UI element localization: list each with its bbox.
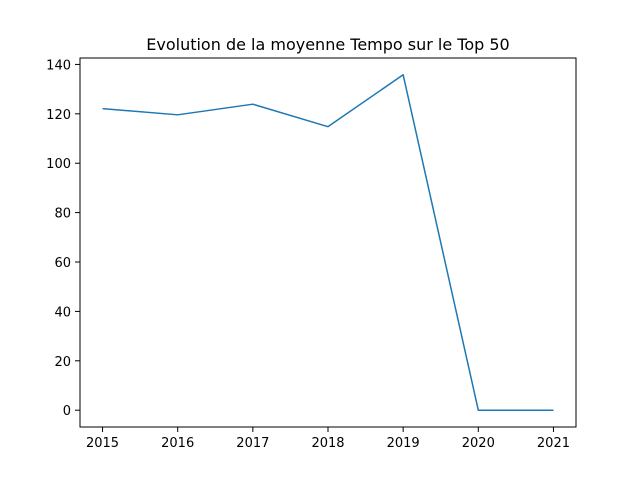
y-tick-label: 80	[54, 207, 71, 222]
chart-title: Evolution de la moyenne Tempo sur le Top…	[146, 35, 509, 54]
y-tick-label: 140	[46, 58, 71, 73]
axes-frame	[79, 57, 577, 428]
y-tick-label: 40	[54, 305, 71, 320]
x-tick-label: 2016	[161, 436, 194, 451]
x-tick-label: 2015	[86, 436, 119, 451]
x-tick-label: 2018	[311, 436, 344, 451]
y-tick-label: 20	[54, 355, 71, 370]
x-tick-label: 2019	[387, 436, 420, 451]
plot-area: 2015 2016 2017 2018 2019 2020 2021 0 20 40 60 80 100…	[46, 58, 570, 451]
y-tick-label: 120	[46, 108, 71, 123]
y-tick-label: 0	[63, 404, 71, 419]
x-tick-label: 2021	[537, 436, 570, 451]
series-line	[102, 74, 554, 411]
y-tick-label: 60	[54, 256, 71, 271]
x-tick-label: 2017	[236, 436, 269, 451]
y-tick-label: 100	[46, 157, 71, 172]
x-tick-label: 2020	[462, 436, 495, 451]
